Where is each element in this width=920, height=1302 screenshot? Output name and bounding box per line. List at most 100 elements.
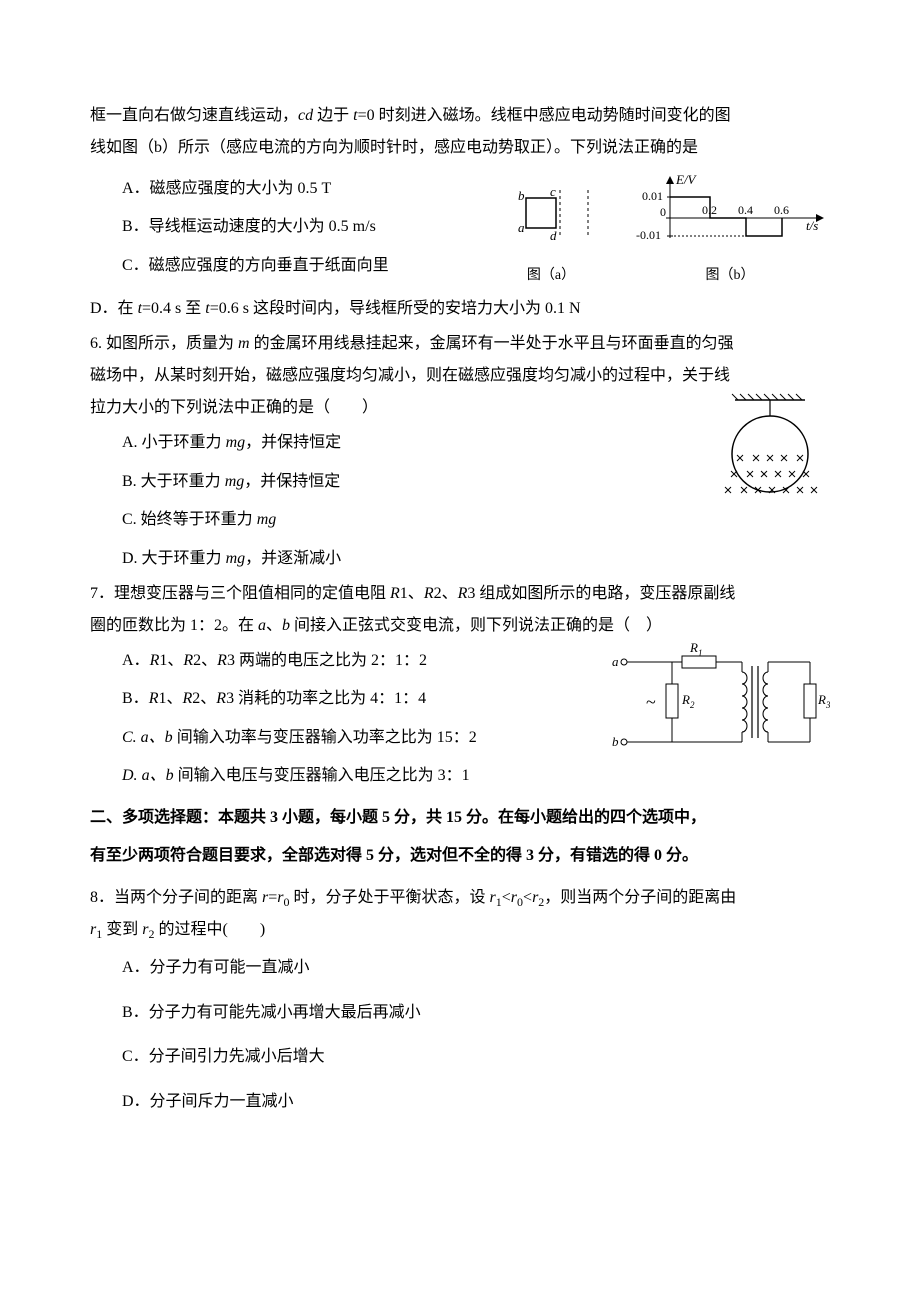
q6-b-pre: B. 大于环重力 xyxy=(122,473,225,490)
q8-eq: = xyxy=(268,889,277,906)
q7a-1: 1、 xyxy=(159,652,183,669)
q5-d-pre: D．在 xyxy=(90,300,138,317)
q7-row: A．R1、R2、R3 两端的电压之比为 2：1：2 B．R1、R2、R3 消耗的… xyxy=(90,642,830,796)
q8-opt-a: A．分子力有可能一直减小 xyxy=(122,946,830,991)
q6-d-post: ，并逐渐减小 xyxy=(245,550,341,567)
q7a-3: 3 xyxy=(227,652,235,669)
q5-options: A．磁感应强度的大小为 0.5 T B．导线框运动速度的大小为 0.5 m/s … xyxy=(122,170,486,285)
q7c-post: 间输入功率与变压器输入功率之比为 15：2 xyxy=(173,729,477,746)
q7-r2-n: 2 xyxy=(434,585,442,602)
q7-r3-box xyxy=(804,684,816,718)
sec2-line2: 有至少两项符合题目要求，全部选对得 5 分，选对但不全的得 3 分，有错选的得 … xyxy=(90,840,830,872)
q7a-r2: R xyxy=(183,652,193,669)
q7c-pre: C. xyxy=(122,729,141,746)
fig-b-ytick-neg: -0.01 xyxy=(636,228,661,242)
q8-b: 时，分子处于平衡状态，设 xyxy=(290,889,490,906)
fig-b-ytick-zero: 0 xyxy=(660,205,666,219)
q6-opt-c: C. 始终等于环重力 mg xyxy=(122,501,700,539)
q7-svg: a b ~ R1 R2 xyxy=(610,642,830,762)
q7-stem-b: 组成如图所示的电路，变压器原副线 xyxy=(475,585,735,602)
q5-d-mid1: =0.4 s 至 xyxy=(142,300,205,317)
q6-opt-a: A. 小于环重力 mg，并保持恒定 xyxy=(122,424,700,462)
page: 框一直向右做匀速直线运动，cd 边于 t=0 时刻进入磁场。线框中感应电动势随时… xyxy=(0,0,920,1185)
q8-opt-c: C．分子间引力先减小后增大 xyxy=(122,1035,830,1080)
q5-row: A．磁感应强度的大小为 0.5 T B．导线框运动速度的大小为 0.5 m/s … xyxy=(90,170,830,290)
q7-fig: a b ~ R1 R2 xyxy=(610,642,830,774)
q6-c-pre: C. 始终等于环重力 xyxy=(122,511,257,528)
q7d-ab: a、b xyxy=(142,767,174,784)
q7b-3: 3 xyxy=(226,690,234,707)
q7-term-a xyxy=(621,659,627,665)
q6-b-post: ，并保持恒定 xyxy=(244,473,340,490)
q6-opt-d: D. 大于环重力 mg，并逐渐减小 xyxy=(122,540,700,578)
q6-stem-a: 6. 如图所示，质量为 xyxy=(90,335,238,352)
q8-dmid: 变到 xyxy=(102,921,142,938)
q5-intro-1b: 边于 xyxy=(313,107,353,124)
q5-d-mid2: =0.6 s 这段时间内，导线框所受的安培力大小为 0.1 N xyxy=(210,300,581,317)
q8-lt2: < xyxy=(523,889,532,906)
fig-a-caption: 图（a） xyxy=(496,262,606,290)
q7-r3-label: R3 xyxy=(817,692,830,710)
q7-r2-label: R2 xyxy=(681,692,695,710)
q8-opt-d: D．分子间斥力一直减小 xyxy=(122,1080,830,1125)
q6-fig xyxy=(710,392,830,514)
q7-r1-n: 1 xyxy=(400,585,408,602)
fig-b-ylabel: E/V xyxy=(675,172,698,187)
q7-a: a xyxy=(258,617,266,634)
q8-stem-2: r1 变到 r2 的过程中( ) xyxy=(90,914,830,946)
q5-opt-c: C．磁感应强度的方向垂直于纸面向里 xyxy=(122,247,486,285)
q6-d-pre: D. 大于环重力 xyxy=(122,550,226,567)
q7-stem-2: 圈的匝数比为 1：2。在 a、b 间接入正弦式交变电流，则下列说法正确的是（ ） xyxy=(90,610,830,642)
fig-b-trace xyxy=(670,197,782,236)
q6-c-mg: mg xyxy=(257,511,277,528)
q8-stem-1: 8．当两个分子间的距离 r=r0 时，分子处于平衡状态，设 r1<r0<r2，则… xyxy=(90,882,830,914)
q6-stem-3: 拉力大小的下列说法中正确的是（ ） xyxy=(90,392,700,424)
q8-opt-b: B．分子力有可能先减小再增大最后再减小 xyxy=(122,991,830,1036)
fig-a-label-a: a xyxy=(518,220,525,235)
fig-b-xlabel: t/s xyxy=(806,218,818,233)
q7b-r1: R xyxy=(149,690,159,707)
q7c-ab: a、b xyxy=(141,729,173,746)
q6-svg xyxy=(710,392,830,502)
q7-primary xyxy=(742,672,747,732)
fig-b-yarrow xyxy=(666,176,674,184)
q7-r2-box xyxy=(666,684,678,718)
q6-crosses xyxy=(725,455,817,493)
q7b-1: 1、 xyxy=(158,690,182,707)
q5-opt-b: B．导线框运动速度的大小为 0.5 m/s xyxy=(122,208,486,246)
q7-label-a: a xyxy=(612,654,619,669)
q6-ring xyxy=(732,416,808,492)
q6-row: 拉力大小的下列说法中正确的是（ ） A. 小于环重力 mg，并保持恒定 B. 大… xyxy=(90,392,830,578)
q7a-2: 2、 xyxy=(193,652,217,669)
q7d-pre: D. xyxy=(122,767,142,784)
q5-cd: cd xyxy=(298,107,313,124)
q6-a-pre: A. 小于环重力 xyxy=(122,434,226,451)
q7b-post: 消耗的功率之比为 4：1：4 xyxy=(234,690,426,707)
q5-opt-a: A．磁感应强度的大小为 0.5 T xyxy=(122,170,486,208)
fig-a-label-c: c xyxy=(550,184,556,199)
q7-tilde: ~ xyxy=(646,692,656,712)
q6-d-mg: mg xyxy=(226,550,246,567)
q7-b: b xyxy=(282,617,290,634)
sec2-line1: 二、多项选择题：本题共 3 小题，每小题 5 分，共 15 分。在每小题给出的四… xyxy=(90,802,830,834)
q8-dend: 的过程中( ) xyxy=(154,921,265,938)
q7-stem-1: 7．理想变压器与三个阻值相同的定值电阻 R1、R2、R3 组成如图所示的电路，变… xyxy=(90,578,830,610)
q5-intro-1c: =0 时刻进入磁场。线框中感应电动势随时间变化的图 xyxy=(358,107,731,124)
q6-left: 拉力大小的下列说法中正确的是（ ） A. 小于环重力 mg，并保持恒定 B. 大… xyxy=(90,392,700,578)
fig-b-svg: 0.01 0 -0.01 0.2 0.4 0.6 xyxy=(630,170,830,250)
q5-intro-line2: 线如图（b）所示（感应电流的方向为顺时针时，感应电动势取正）。下列说法正确的是 xyxy=(90,132,830,164)
q7-opt-b: B．R1、R2、R3 消耗的功率之比为 4：1：4 xyxy=(122,680,600,718)
q5-intro-line1: 框一直向右做匀速直线运动，cd 边于 t=0 时刻进入磁场。线框中感应电动势随时… xyxy=(90,100,830,132)
fig-b-wrap: 0.01 0 -0.01 0.2 0.4 0.6 xyxy=(630,170,830,290)
q7-stem-a: 7．理想变压器与三个阻值相同的定值电阻 xyxy=(90,585,390,602)
q7b-r3: R xyxy=(216,690,226,707)
q6-stem-b: 的金属环用线悬挂起来，金属环有一半处于水平且与环面垂直的匀强 xyxy=(250,335,734,352)
q7-options: A．R1、R2、R3 两端的电压之比为 2：1：2 B．R1、R2、R3 消耗的… xyxy=(122,642,600,796)
q7-opt-d: D. a、b 间输入电压与变压器输入电压之比为 3：1 xyxy=(122,757,600,795)
q7-opt-c: C. a、b 间输入功率与变压器输入功率之比为 15：2 xyxy=(122,719,600,757)
q7a-r1: R xyxy=(150,652,160,669)
q8-a: 8．当两个分子间的距离 xyxy=(90,889,262,906)
fig-b-xtick-2: 0.4 xyxy=(738,203,753,217)
q6-a-mg: mg xyxy=(226,434,246,451)
q6-a-post: ，并保持恒定 xyxy=(245,434,341,451)
